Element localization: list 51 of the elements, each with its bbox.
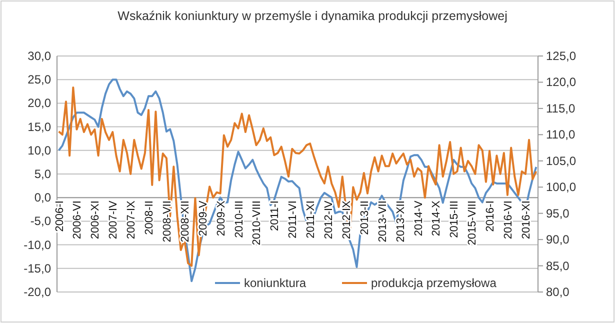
x-tick-label: 2013-VII xyxy=(376,200,389,242)
x-tick-label: 2014-V xyxy=(412,200,425,236)
x-tick-label: 2009-V xyxy=(197,200,210,236)
y-tick-label: 20,0 xyxy=(28,96,52,110)
y2-tick-label: 110,0 xyxy=(546,128,576,142)
y-tick-label: 0,0 xyxy=(34,190,52,205)
y2-tick-label: 100,0 xyxy=(546,180,576,194)
y2-tick-label: 85,0 xyxy=(546,258,570,273)
y-tick-label: -20,0 xyxy=(24,285,52,299)
x-tick-label: 2010-VIII xyxy=(251,200,264,246)
y2-tick-label: 80,0 xyxy=(546,285,570,299)
x-tick-label: 2012-IX xyxy=(340,200,353,240)
x-tick-label: 2006-I xyxy=(54,200,66,232)
x-tick-label: 2008-VII xyxy=(161,200,174,242)
x-tick-label: 2008-II xyxy=(144,200,156,235)
y2-tick-label: 90,0 xyxy=(546,232,570,247)
y2-tick-label: 105,0 xyxy=(546,154,576,168)
x-tick-label: 2006-XI xyxy=(90,200,102,240)
x-tick-label: 2009-X xyxy=(215,200,228,236)
y-tick-label: -5,0 xyxy=(30,214,52,228)
x-tick-label: 2016-XI xyxy=(520,200,532,240)
x-tick-label: 2007-IV xyxy=(108,200,120,240)
y2-tick-label: 120,0 xyxy=(546,75,576,90)
y2-tick-label: 95,0 xyxy=(546,206,570,220)
y-tick-label: 25,0 xyxy=(28,72,52,87)
y2-tick-label: 115,0 xyxy=(546,101,576,116)
x-tick-label: 2014-X xyxy=(430,200,443,236)
legend-label: koniunktura xyxy=(244,276,306,290)
x-tick-label: 2016-VI xyxy=(502,200,514,240)
x-tick-label: 2011-VI xyxy=(287,200,300,238)
x-tick-label: 2016-I xyxy=(484,200,497,232)
x-tick-label: 2015-VIII xyxy=(466,200,479,246)
y2-tick-label: 125,0 xyxy=(546,49,576,63)
y-tick-label: 10,0 xyxy=(28,143,52,158)
x-tick-label: 2008-XII xyxy=(179,200,192,242)
x-tick-label: 2006-VI xyxy=(72,200,84,240)
x-tick-label: 2011-I xyxy=(269,200,282,231)
x-tick-label: 2013-II xyxy=(358,200,371,235)
x-tick-label: 2012-IV xyxy=(323,200,336,240)
x-tick-label: 2011-XI xyxy=(305,200,318,238)
y-tick-label: 15,0 xyxy=(28,120,52,134)
y-tick-label: -10,0 xyxy=(24,238,52,252)
legend-label: produkcja przemysłowa xyxy=(371,276,497,290)
y-tick-label: -15,0 xyxy=(24,261,52,276)
x-tick-label: 2007-IX xyxy=(126,200,138,240)
x-tick-label: 2015-III xyxy=(448,200,461,238)
y-tick-label: 5,0 xyxy=(34,167,52,181)
y-tick-label: 30,0 xyxy=(28,49,52,63)
x-tick-label: 2010-III xyxy=(233,200,246,238)
chart-title: Wskaźnik koniunktury w przemyśle i dynamika produkcji przemysłowej xyxy=(118,9,508,23)
x-tick-label: 2013-XII xyxy=(394,200,407,242)
